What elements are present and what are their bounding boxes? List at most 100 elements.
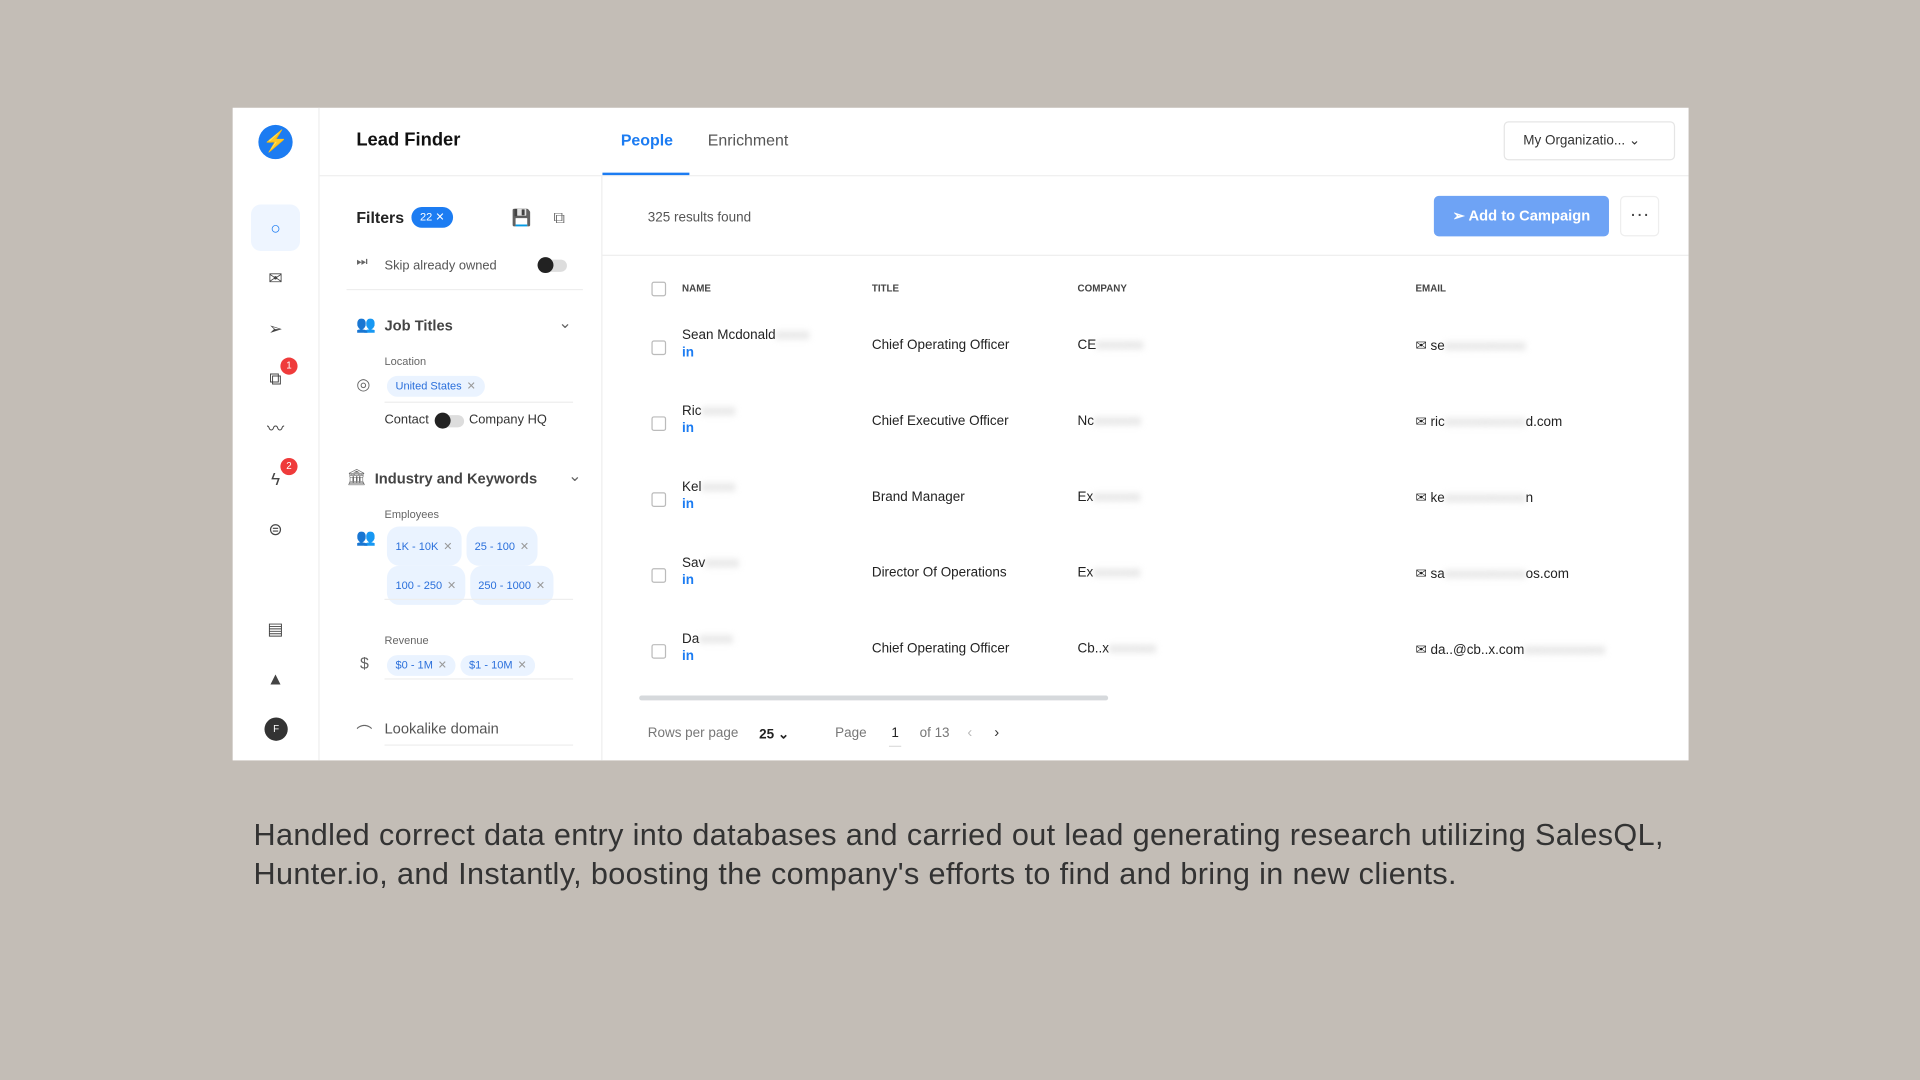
chevron-down-icon[interactable]: ⌄ <box>568 466 582 485</box>
linkedin-icon[interactable]: in <box>682 421 695 436</box>
close-icon[interactable]: ✕ <box>435 210 445 223</box>
horizontal-scrollbar[interactable] <box>639 695 1109 701</box>
row-checkbox[interactable] <box>651 492 667 507</box>
filter-count-badge[interactable]: 22 ✕ <box>411 206 454 228</box>
revenue-chips: $0 - 1M ✕ $1 - 10M ✕ <box>386 653 540 676</box>
contact-name[interactable]: Ricxxxxx <box>682 404 736 419</box>
mail-icon: ✉ <box>1415 415 1427 430</box>
filters-panel: Filters 22 ✕ 💾 ⧉ ⏭ Skip already owned 👥 … <box>320 176 603 761</box>
contact-label: Contact <box>384 412 429 428</box>
contact-email[interactable]: ✉ sexxxxxxxxxxxx <box>1415 339 1526 354</box>
avatar[interactable]: F <box>264 717 288 741</box>
contact-title: Chief Operating Officer <box>871 337 1010 353</box>
send-icon[interactable]: ➢ <box>268 318 283 338</box>
lookalike-domain-field[interactable]: Lookalike domain <box>384 720 499 738</box>
org-label: My Organizatio... <box>1523 133 1626 149</box>
trend-icon[interactable]: 〰 <box>266 418 285 439</box>
contact-name[interactable]: Savxxxxx <box>682 555 739 571</box>
contact-name[interactable]: Kelxxxxx <box>682 480 736 495</box>
contact-company: Exxxxxxxx <box>1077 489 1141 505</box>
row-checkbox[interactable] <box>651 340 667 356</box>
chip[interactable]: $1 - 10M ✕ <box>460 655 536 676</box>
linkedin-icon[interactable]: in <box>682 573 695 588</box>
industry-header[interactable]: Industry and Keywords <box>374 470 538 488</box>
contact-name[interactable]: Sean Mcdonaldxxxxx <box>682 328 810 343</box>
page-title: Lead Finder <box>356 129 461 151</box>
column-header-company[interactable]: COMPANY <box>1077 282 1127 294</box>
tab-enrichment[interactable]: Enrichment <box>707 131 789 150</box>
mail-icon: ✉ <box>1415 642 1427 658</box>
chip[interactable]: 100 - 250 ✕ <box>386 565 465 605</box>
contact-hq-toggle[interactable] <box>434 412 465 429</box>
rows-per-page-select[interactable]: 25 ⌄ <box>759 727 790 743</box>
location-chips: United States ✕ <box>386 373 489 397</box>
divider <box>384 401 574 403</box>
users-icon: 👥 <box>356 314 377 334</box>
active-tab-indicator <box>602 172 690 176</box>
contact-company: Exxxxxxxx <box>1077 565 1141 581</box>
dollar-icon: $ <box>360 653 369 673</box>
row-checkbox[interactable] <box>651 644 667 659</box>
building-icon: 🏛 <box>346 467 367 487</box>
contact-title: Chief Operating Officer <box>871 641 1010 657</box>
chip[interactable]: 25 - 100 ✕ <box>466 526 538 566</box>
save-icon[interactable]: 💾 <box>511 208 532 227</box>
add-to-campaign-button[interactable]: ➢ Add to Campaign <box>1433 195 1609 237</box>
prev-page-icon[interactable]: ‹ <box>967 723 973 741</box>
bolt-logo-icon[interactable]: ⚡ <box>258 124 293 160</box>
external-link-icon[interactable]: ⧉ <box>553 208 565 227</box>
divider <box>384 744 574 746</box>
organization-dropdown[interactable]: My Organizatio... ⌄ <box>1503 121 1676 161</box>
signal-icon: ⌒ <box>356 723 373 743</box>
contact-title: Brand Manager <box>871 489 965 505</box>
page-input[interactable]: 1 <box>888 726 902 747</box>
page-label: Page <box>835 726 867 741</box>
linkedin-icon[interactable]: in <box>682 345 695 361</box>
contact-email[interactable]: ✉ da..@cb..x.comxxxxxxxxxxxx <box>1415 642 1606 658</box>
next-page-icon[interactable]: › <box>994 723 1000 741</box>
copy-icon[interactable]: ⧉ 1 <box>251 355 300 402</box>
chevron-down-icon: ⌄ <box>1628 133 1641 149</box>
contact-email[interactable]: ✉ saxxxxxxxxxxxxos.com <box>1415 566 1570 582</box>
row-checkbox[interactable] <box>651 568 667 583</box>
chip[interactable]: 1K - 10K ✕ <box>386 526 462 566</box>
linkedin-icon[interactable]: in <box>682 648 695 664</box>
chip[interactable]: 250 - 1000 ✕ <box>469 565 554 605</box>
employees-label: Employees <box>384 508 440 521</box>
employee-chips: 1K - 10K ✕ 25 - 100 ✕100 - 250 ✕ 250 - 1000 ✕ <box>386 526 583 605</box>
contact-company: Cb..xxxxxxxx <box>1077 641 1157 657</box>
tab-people[interactable]: People <box>620 131 674 150</box>
header: Lead Finder People Enrichment My Organiz… <box>319 108 1689 177</box>
chip[interactable]: United States ✕ <box>386 375 485 397</box>
chip[interactable]: $0 - 1M ✕ <box>386 655 456 676</box>
divider <box>384 678 574 680</box>
chat-icon[interactable]: ▤ <box>267 618 284 638</box>
skip-icon: ⏭ <box>356 255 368 270</box>
chevron-down-icon[interactable]: ⌄ <box>558 313 572 332</box>
search-icon[interactable]: ○ <box>251 204 301 252</box>
more-options-button[interactable]: ··· <box>1620 195 1660 237</box>
results-count: 325 results found <box>647 210 752 226</box>
rocket-icon[interactable]: ▲ <box>267 668 284 689</box>
job-titles-header[interactable]: Job Titles <box>384 317 453 335</box>
contact-name[interactable]: Daxxxxx <box>682 631 733 647</box>
select-all-checkbox[interactable] <box>651 281 667 297</box>
column-header-name[interactable]: NAME <box>682 282 711 294</box>
contact-email[interactable]: ✉ ricxxxxxxxxxxxxd.com <box>1415 415 1563 430</box>
rows-per-page-label: Rows per page <box>647 726 739 741</box>
ufo-icon[interactable]: ⊜ <box>268 519 283 539</box>
row-checkbox[interactable] <box>651 416 667 432</box>
location-pin-icon: ◎ <box>356 374 371 394</box>
mail-icon[interactable]: ✉ <box>268 268 283 288</box>
revenue-label: Revenue <box>384 634 429 647</box>
filters-title: Filters <box>356 208 405 227</box>
divider <box>384 598 574 601</box>
contact-email[interactable]: ✉ kexxxxxxxxxxxxn <box>1415 491 1534 506</box>
linkedin-icon[interactable]: in <box>682 497 695 512</box>
column-header-email[interactable]: EMAIL <box>1415 282 1446 294</box>
page-total: of 13 <box>919 726 950 741</box>
column-header-title[interactable]: TITLE <box>871 282 900 294</box>
skip-owned-toggle[interactable] <box>537 257 567 274</box>
